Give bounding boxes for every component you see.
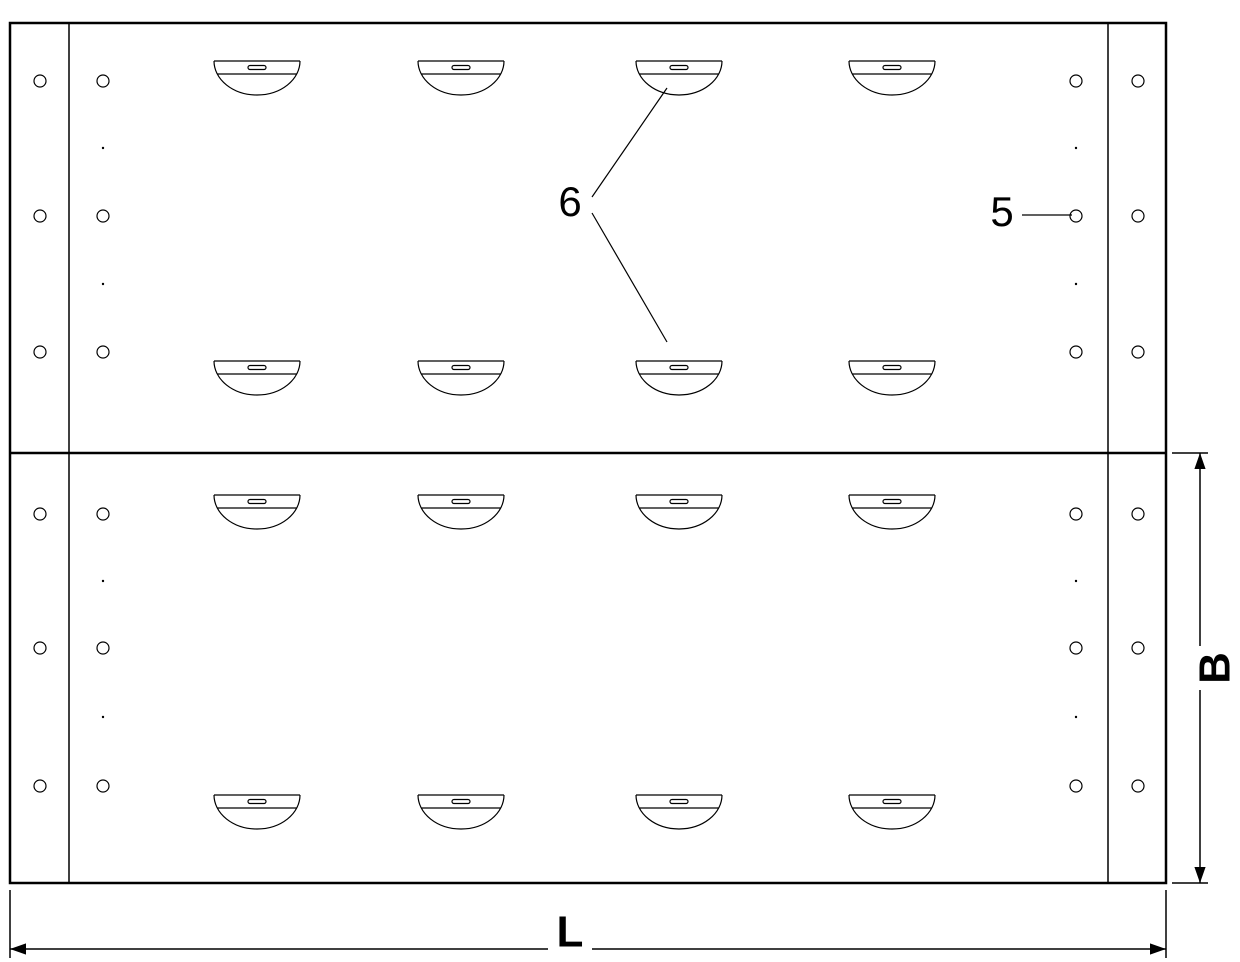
bolt-hole bbox=[1132, 346, 1144, 358]
bolt-hole bbox=[1070, 508, 1082, 520]
dome-slot bbox=[248, 800, 266, 804]
alignment-dot bbox=[1075, 283, 1077, 285]
dome-slot bbox=[670, 66, 688, 70]
bolt-hole bbox=[97, 642, 109, 654]
bolt-hole bbox=[97, 75, 109, 87]
dome-slot bbox=[883, 500, 901, 504]
bolt-hole bbox=[34, 75, 46, 87]
dim-label-B: B bbox=[1191, 652, 1240, 684]
bolt-hole bbox=[1070, 642, 1082, 654]
dome-slot bbox=[670, 800, 688, 804]
bolt-hole bbox=[1070, 346, 1082, 358]
bolt-hole bbox=[97, 210, 109, 222]
dome-slot bbox=[248, 66, 266, 70]
bolt-hole bbox=[1070, 780, 1082, 792]
callout-6: 6 bbox=[558, 178, 581, 225]
bolt-hole bbox=[1132, 642, 1144, 654]
alignment-dot bbox=[102, 147, 104, 149]
dome-slot bbox=[670, 366, 688, 370]
bolt-hole bbox=[1132, 508, 1144, 520]
bolt-hole bbox=[1132, 210, 1144, 222]
alignment-dot bbox=[102, 283, 104, 285]
dome-slot bbox=[883, 366, 901, 370]
dome-slot bbox=[452, 366, 470, 370]
alignment-dot bbox=[1075, 147, 1077, 149]
bolt-hole bbox=[34, 642, 46, 654]
dome-slot bbox=[883, 66, 901, 70]
dim-B-arrow-bottom bbox=[1194, 867, 1205, 883]
bolt-hole bbox=[97, 346, 109, 358]
dome-slot bbox=[452, 800, 470, 804]
dome-slot bbox=[248, 500, 266, 504]
bolt-hole bbox=[97, 508, 109, 520]
dome-slot bbox=[883, 800, 901, 804]
callout-5: 5 bbox=[990, 188, 1013, 235]
dim-L-arrow-right bbox=[1150, 943, 1166, 954]
alignment-dot bbox=[102, 580, 104, 582]
bolt-hole bbox=[34, 210, 46, 222]
dim-label-L: L bbox=[557, 908, 584, 957]
bolt-hole bbox=[34, 780, 46, 792]
dome-slot bbox=[670, 500, 688, 504]
dome-slot bbox=[452, 66, 470, 70]
dim-L-arrow-left bbox=[10, 943, 26, 954]
bolt-hole bbox=[34, 508, 46, 520]
alignment-dot bbox=[1075, 580, 1077, 582]
diagram-canvas: 6 5 L B bbox=[0, 0, 1240, 962]
leader-6-upper bbox=[592, 88, 667, 197]
dome-slot bbox=[452, 500, 470, 504]
bolt-hole bbox=[1132, 75, 1144, 87]
dome-slot bbox=[248, 366, 266, 370]
bolt-hole bbox=[1070, 210, 1082, 222]
bolt-hole bbox=[97, 780, 109, 792]
dim-B-arrow-top bbox=[1194, 453, 1205, 469]
alignment-dot bbox=[1075, 716, 1077, 718]
leader-6-lower bbox=[592, 213, 667, 342]
bolt-hole bbox=[1132, 780, 1144, 792]
bolt-hole bbox=[34, 346, 46, 358]
alignment-dot bbox=[102, 716, 104, 718]
bolt-hole bbox=[1070, 75, 1082, 87]
